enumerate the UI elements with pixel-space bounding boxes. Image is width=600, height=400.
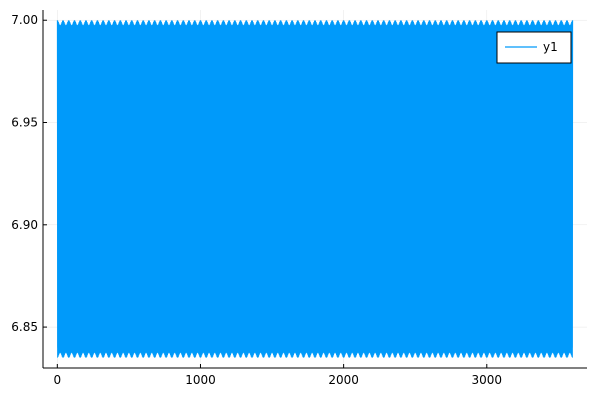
x-tick-label: 2000	[328, 373, 359, 387]
y-tick-label: 6.90	[11, 218, 38, 232]
y-axis-ticks: 6.85 6.90 6.95 7.00	[11, 13, 47, 334]
x-tick-label: 3000	[472, 373, 503, 387]
series-y1-line	[56, 20, 574, 358]
series-layer	[56, 20, 574, 358]
y-tick-label: 7.00	[11, 13, 38, 27]
axes	[42, 10, 587, 369]
y-tick-label: 6.85	[11, 320, 38, 334]
x-tick-label: 1000	[185, 373, 216, 387]
legend-label-y1: y1	[543, 40, 558, 54]
y-tick-label: 6.95	[11, 116, 38, 130]
x-tick-label: 0	[53, 373, 61, 387]
legend: y1	[496, 31, 572, 64]
x-axis-ticks: 0 1000 2000 3000	[53, 364, 502, 387]
